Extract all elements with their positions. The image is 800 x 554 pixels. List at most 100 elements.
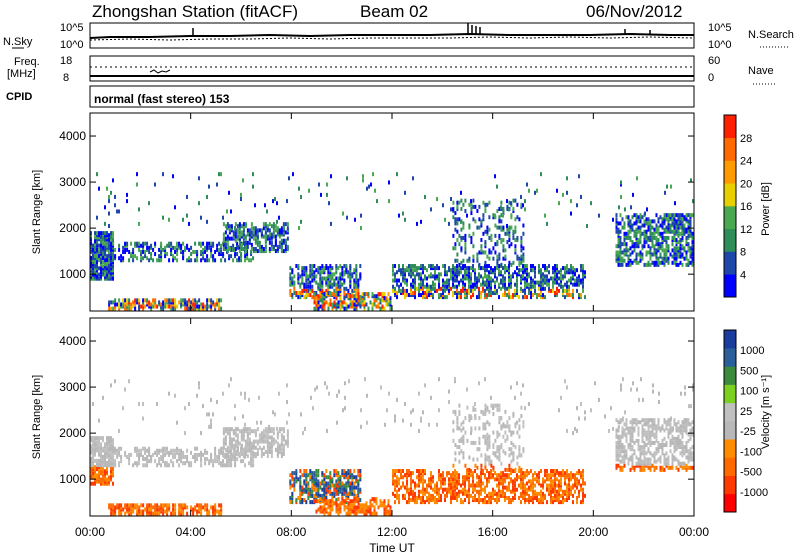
echo-cell bbox=[284, 439, 287, 444]
echo-cell bbox=[448, 284, 450, 289]
echo-cell bbox=[148, 448, 151, 453]
echo-cell bbox=[452, 278, 454, 283]
echo-cell bbox=[313, 477, 316, 482]
echo-cell bbox=[353, 489, 356, 494]
echo-cell bbox=[560, 477, 562, 482]
echo-cell bbox=[315, 274, 318, 279]
echo-cell bbox=[188, 463, 191, 468]
echo-cell bbox=[615, 221, 618, 226]
echo-cell bbox=[313, 296, 316, 301]
echo-cell bbox=[124, 300, 127, 305]
echo-cell bbox=[689, 213, 692, 218]
echo-cell bbox=[102, 241, 104, 246]
echo-cell bbox=[619, 246, 622, 251]
echo-cell bbox=[230, 228, 233, 233]
echo-cell bbox=[242, 236, 245, 241]
echo-cell bbox=[470, 280, 472, 285]
echo-cell bbox=[566, 288, 568, 293]
echo-cell bbox=[448, 290, 450, 295]
echo-cell bbox=[242, 437, 245, 442]
echo-cell bbox=[454, 242, 457, 247]
echo-cell bbox=[472, 405, 475, 410]
echo-cell bbox=[428, 479, 430, 484]
echo-cell bbox=[480, 221, 483, 226]
echo-cell bbox=[667, 223, 670, 228]
echo-cell bbox=[98, 452, 100, 457]
echo-cell bbox=[418, 274, 420, 279]
echo-cell bbox=[454, 266, 456, 271]
echo-cell bbox=[646, 207, 648, 212]
echo-cell bbox=[250, 249, 253, 254]
echo-cell bbox=[542, 295, 544, 300]
echo-cell bbox=[132, 254, 135, 259]
echo-cell bbox=[116, 454, 119, 459]
echo-cell bbox=[335, 491, 338, 496]
echo-cell bbox=[102, 270, 104, 275]
echo-cell bbox=[268, 232, 271, 237]
echo-cell bbox=[345, 481, 348, 486]
echo-cell bbox=[562, 293, 564, 298]
echo-cell bbox=[100, 456, 102, 461]
echo-cell bbox=[464, 270, 466, 275]
echo-cell bbox=[339, 481, 342, 486]
echo-cell bbox=[126, 192, 128, 197]
echo-cell bbox=[98, 253, 100, 258]
echo-cell bbox=[524, 286, 526, 291]
echo-cell bbox=[649, 219, 652, 224]
echo-cell bbox=[381, 294, 384, 299]
echo-cell bbox=[681, 252, 684, 257]
echo-cell bbox=[194, 258, 197, 263]
echo-cell bbox=[456, 288, 458, 293]
echo-cell bbox=[514, 198, 517, 203]
echo-cell bbox=[619, 235, 622, 240]
echo-cell bbox=[100, 454, 102, 459]
echo-cell bbox=[337, 286, 340, 291]
echo-cell bbox=[639, 250, 642, 255]
echo-cell bbox=[92, 258, 94, 263]
echo-cell bbox=[228, 224, 231, 229]
echo-cell bbox=[524, 295, 526, 300]
echo-cell bbox=[254, 431, 257, 436]
echo-cell bbox=[148, 450, 151, 455]
echo-cell bbox=[470, 469, 472, 474]
echo-cell bbox=[136, 509, 139, 514]
echo-cell bbox=[522, 223, 525, 228]
colorbar-tick-label: 8 bbox=[740, 247, 746, 259]
echo-cell bbox=[112, 231, 114, 236]
echo-cell bbox=[564, 288, 566, 293]
echo-cell bbox=[444, 264, 446, 269]
echo-cell bbox=[691, 252, 694, 257]
echo-cell bbox=[633, 213, 636, 218]
echo-cell bbox=[641, 231, 644, 236]
echo-cell bbox=[570, 199, 572, 204]
echo-cell bbox=[389, 302, 392, 307]
echo-cell bbox=[486, 479, 488, 484]
echo-cell bbox=[394, 500, 396, 505]
echo-cell bbox=[90, 235, 92, 240]
echo-cell bbox=[484, 288, 486, 293]
echo-cell bbox=[442, 264, 444, 269]
echo-cell bbox=[480, 483, 482, 488]
echo-cell bbox=[112, 276, 114, 281]
echo-cell bbox=[454, 211, 457, 216]
echo-cell bbox=[220, 243, 223, 248]
echo-cell bbox=[204, 457, 207, 462]
echo-cell bbox=[337, 266, 340, 271]
echo-cell bbox=[206, 511, 209, 516]
echo-cell bbox=[486, 284, 488, 289]
echo-cell bbox=[510, 295, 512, 300]
echo-cell bbox=[422, 483, 424, 488]
echo-cell bbox=[343, 485, 346, 490]
echo-cell bbox=[252, 184, 254, 189]
echo-cell bbox=[550, 491, 552, 496]
echo-cell bbox=[218, 448, 221, 453]
echo-cell bbox=[554, 268, 556, 273]
echo-cell bbox=[492, 487, 494, 492]
echo-cell bbox=[508, 274, 510, 279]
echo-cell bbox=[659, 215, 662, 220]
echo-cell bbox=[536, 473, 538, 478]
echo-cell bbox=[321, 298, 324, 303]
echo-cell bbox=[220, 249, 223, 254]
echo-cell bbox=[568, 473, 570, 478]
echo-cell bbox=[494, 242, 497, 247]
